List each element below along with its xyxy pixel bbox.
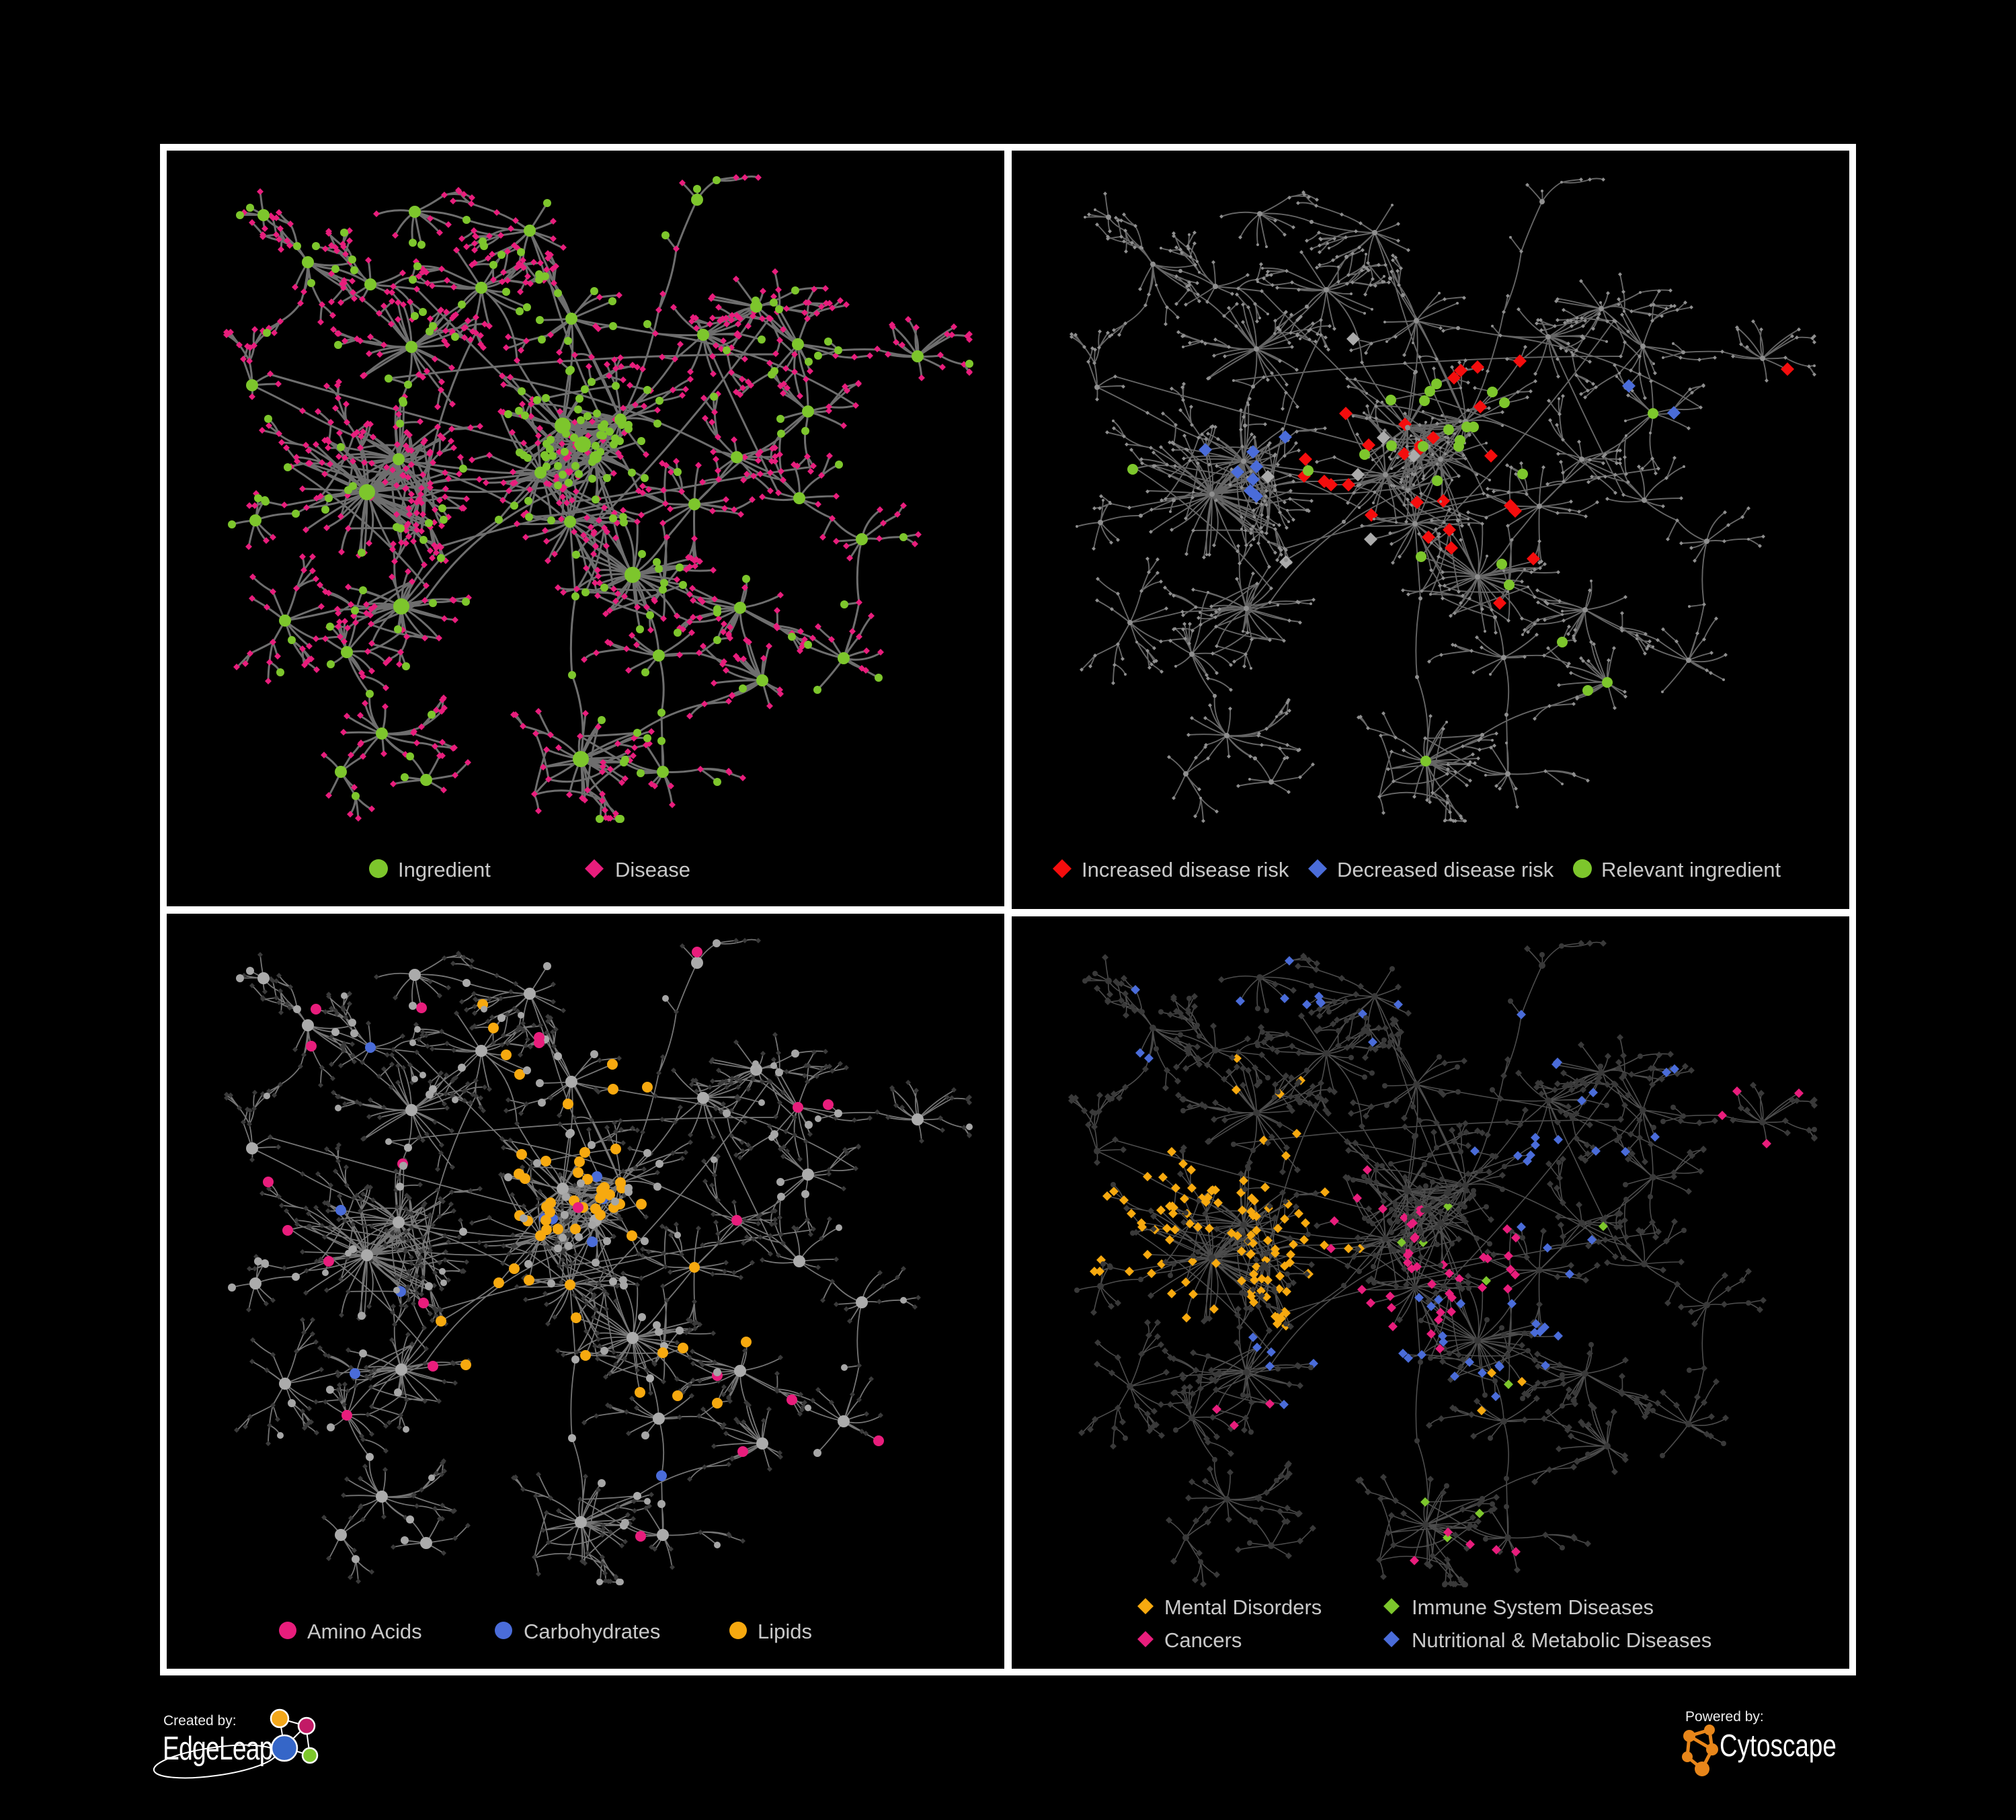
svg-text:EdgeLeap: EdgeLeap xyxy=(163,1731,273,1767)
svg-text:Relevant ingredient: Relevant ingredient xyxy=(1601,858,1781,881)
svg-text:Amino Acids: Amino Acids xyxy=(307,1620,422,1643)
svg-text:Nutritional & Metabolic Diseas: Nutritional & Metabolic Diseases xyxy=(1412,1628,1711,1652)
svg-text:Created by:: Created by: xyxy=(163,1713,237,1729)
svg-text:Lipids: Lipids xyxy=(758,1620,812,1643)
svg-text:Disease: Disease xyxy=(615,858,690,881)
svg-text:Cytoscape: Cytoscape xyxy=(1720,1728,1837,1763)
svg-text:Increased disease risk: Increased disease risk xyxy=(1082,858,1289,881)
svg-text:Carbohydrates: Carbohydrates xyxy=(524,1620,660,1643)
svg-text:Powered by:: Powered by: xyxy=(1685,1709,1764,1725)
svg-text:Cancers: Cancers xyxy=(1164,1628,1242,1652)
svg-text:Decreased disease risk: Decreased disease risk xyxy=(1337,858,1554,881)
svg-text:Immune System Diseases: Immune System Diseases xyxy=(1412,1595,1654,1619)
svg-text:Ingredient: Ingredient xyxy=(398,858,491,881)
svg-text:Mental Disorders: Mental Disorders xyxy=(1164,1595,1322,1619)
